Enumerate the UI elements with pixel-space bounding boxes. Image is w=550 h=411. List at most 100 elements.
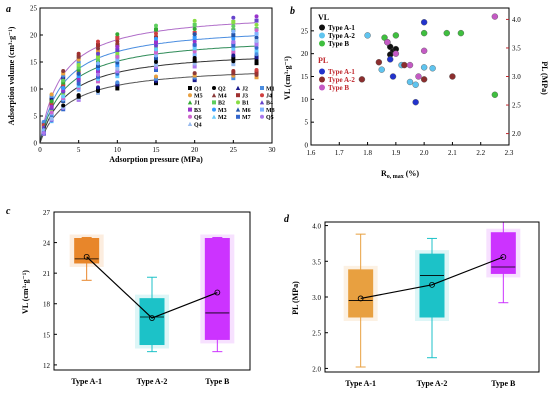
chart-a-point xyxy=(96,69,100,74)
chart-a-point xyxy=(231,40,236,45)
chart-a-point xyxy=(192,39,197,44)
chart-b-ytick-right-label: 4.0 xyxy=(512,16,521,24)
chart-a-point xyxy=(192,58,197,63)
chart-a-legend-label: Q1 xyxy=(194,86,202,92)
chart-b-ytick-right-label: 2.5 xyxy=(512,102,521,110)
chart-a-legend-marker xyxy=(236,93,240,98)
chart-b-xtick-label: 2.1 xyxy=(448,149,457,157)
chart-a-point xyxy=(96,74,100,79)
chart-a-point xyxy=(76,71,81,76)
chart-a-point xyxy=(154,40,158,45)
chart-b-vl-point xyxy=(443,29,450,37)
chart-a-point xyxy=(96,79,100,84)
chart-a-point xyxy=(61,85,66,90)
chart-c-xtick-label: Type A-2 xyxy=(137,377,168,386)
chart-a-xlabel: Adsorption pressure (MPa) xyxy=(109,155,203,164)
chart-c: 12 15 18 21 24 27 Type A-1 Type A-2 Type B VL (c… xyxy=(21,209,251,386)
chart-c-ytick-label: 24 xyxy=(43,240,51,248)
chart-a-point xyxy=(61,76,66,81)
chart-a-point xyxy=(254,61,259,66)
chart-a-ytick-label: 20 xyxy=(30,32,38,40)
chart-a-legend-marker xyxy=(187,100,193,105)
chart-a-point xyxy=(49,104,54,109)
chart-b-ytick-left-label: 20 xyxy=(301,50,309,58)
chart-a-point xyxy=(96,85,100,90)
chart-b-xlabel-unit: (%) xyxy=(404,169,420,178)
chart-b-vl-point xyxy=(429,65,436,72)
chart-a-point xyxy=(115,63,120,68)
chart-b-vl-point xyxy=(392,32,400,39)
chart-c-xtick-label: Type A-1 xyxy=(71,377,102,386)
chart-d-ylabel: PL (MPa) xyxy=(291,281,300,315)
chart-d-mean-marker xyxy=(429,281,435,288)
chart-a-point xyxy=(192,55,197,60)
chart-a-point xyxy=(76,78,81,83)
chart-a-point xyxy=(254,28,259,33)
chart-a-legend-marker xyxy=(211,93,217,98)
panel-label-d: d xyxy=(284,214,290,225)
chart-b-ytick-right-label: 3.0 xyxy=(512,73,521,81)
chart-b-pl-point xyxy=(420,47,428,55)
chart-d-ytick-label: 2.0 xyxy=(312,365,321,373)
chart-a-point xyxy=(154,50,158,55)
chart-a-point xyxy=(115,74,120,79)
chart-a-point xyxy=(96,42,100,47)
chart-b-ytick-right-label: 3.5 xyxy=(512,44,521,52)
chart-a-curve xyxy=(39,73,255,143)
chart-a-point xyxy=(231,68,236,73)
chart-d-ytick-label: 4.0 xyxy=(312,223,321,231)
chart-a-legend-label: B1 xyxy=(242,101,249,107)
chart-a-point xyxy=(231,15,236,20)
chart-a-point xyxy=(254,70,259,75)
chart-a-xtick-label: 15 xyxy=(153,146,161,154)
chart-a-legend-label: M3 xyxy=(218,108,227,114)
chart-b-legend-pl-label: Type A-2 xyxy=(328,76,355,84)
chart-b-pl-point xyxy=(358,76,366,83)
chart-b-legend-pl-label: Type B xyxy=(328,84,349,92)
chart-c-mean-line xyxy=(86,256,218,319)
chart-a-xtick-label: 10 xyxy=(114,146,122,154)
chart-a-ytick-label: 5 xyxy=(34,113,38,121)
chart-b-pl-point xyxy=(406,61,414,69)
chart-a-xtick-label: 25 xyxy=(230,146,238,154)
chart-b-legend-vl-marker xyxy=(319,24,325,31)
chart-a-point xyxy=(254,49,259,54)
chart-b: 1.6 1.7 1.8 1.9 2.0 2.1 2.2 2.3 0 5 10 15 20 25 2.0 2.5… xyxy=(283,7,549,180)
chart-a-point xyxy=(115,35,120,40)
chart-a-ytick-label: 25 xyxy=(30,5,38,13)
chart-b-vl-point xyxy=(420,64,428,71)
chart-a-point xyxy=(115,48,120,53)
chart-a-legend-label: M4 xyxy=(218,94,227,100)
chart-a-point xyxy=(115,39,120,44)
chart-a-point xyxy=(41,130,46,135)
chart-a-legend-label: J4 xyxy=(266,94,272,100)
chart-a-point xyxy=(96,46,100,51)
chart-a-ytick-label: 0 xyxy=(34,140,38,148)
chart-d-mean-line xyxy=(360,256,504,300)
chart-b-legend-pl-title: PL xyxy=(318,56,328,65)
chart-a-point xyxy=(231,50,236,55)
chart-a-xtick-label: 0 xyxy=(38,146,42,154)
chart-c-ylabel: VL (cm³·g⁻¹) xyxy=(21,270,30,314)
chart-d-mean-marker xyxy=(500,254,507,260)
chart-b-pl-point xyxy=(449,73,456,80)
chart-b-xtick-label: 2.3 xyxy=(505,149,514,157)
chart-b-legend-vl-marker xyxy=(319,32,325,39)
chart-c-box xyxy=(204,238,230,340)
chart-b-xtick-label: 1.6 xyxy=(307,149,316,157)
chart-a: 0 5 10 15 20 25 30 0 5 10 15 20 25 Adsorption pressu… xyxy=(7,5,276,165)
chart-a-legend-label: M6 xyxy=(242,108,251,114)
chart-a-point xyxy=(192,78,197,83)
chart-b-vl-point xyxy=(457,29,465,37)
chart-d-xtick-label: Type A-1 xyxy=(345,379,376,388)
chart-d-xtick-label: Type B xyxy=(491,379,516,388)
chart-d-mean-marker xyxy=(357,295,364,302)
chart-a-legend-marker xyxy=(235,107,241,112)
chart-a-legend-marker xyxy=(188,114,192,119)
chart-a-point xyxy=(254,35,259,40)
chart-b-xtick-label: 2.2 xyxy=(476,149,485,157)
chart-a-legend-marker xyxy=(188,86,192,90)
chart-a-legend-label: B3 xyxy=(194,108,201,114)
chart-a-curve xyxy=(39,35,256,142)
chart-a-point xyxy=(254,38,259,43)
